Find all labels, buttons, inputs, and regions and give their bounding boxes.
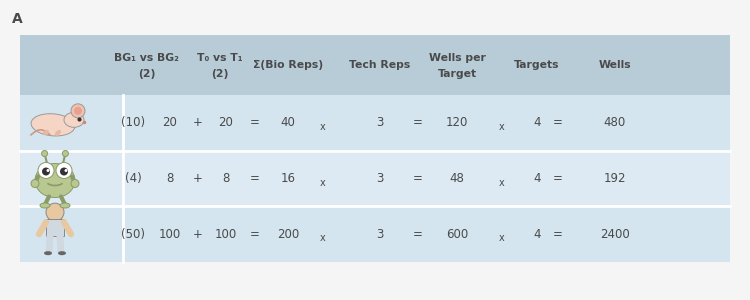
Text: 480: 480	[604, 116, 626, 129]
Circle shape	[46, 203, 64, 221]
Text: 192: 192	[604, 172, 626, 185]
Ellipse shape	[40, 203, 50, 208]
Circle shape	[71, 104, 85, 118]
Text: x: x	[320, 122, 326, 132]
Text: (10): (10)	[121, 116, 145, 129]
Ellipse shape	[44, 251, 52, 255]
Text: x: x	[500, 122, 505, 132]
Text: +: +	[193, 116, 203, 129]
Text: 20: 20	[163, 116, 178, 129]
Text: +: +	[193, 228, 203, 241]
Bar	[46, 219, 64, 236]
Text: (2): (2)	[138, 69, 155, 79]
Text: 4: 4	[533, 228, 541, 241]
Text: 40: 40	[280, 116, 296, 129]
Circle shape	[31, 179, 39, 188]
Text: x: x	[320, 178, 326, 188]
Text: Wells: Wells	[598, 60, 632, 70]
Text: x: x	[320, 233, 326, 243]
Text: x: x	[500, 178, 505, 188]
Text: =: =	[250, 228, 260, 241]
Circle shape	[71, 179, 79, 188]
Circle shape	[62, 151, 68, 157]
Text: =: =	[250, 172, 260, 185]
Circle shape	[46, 169, 50, 172]
Text: 600: 600	[446, 228, 468, 241]
Text: 8: 8	[222, 172, 230, 185]
Text: Target: Target	[437, 69, 476, 79]
Text: 48: 48	[449, 172, 464, 185]
Text: Wells per: Wells per	[428, 53, 485, 63]
Text: =: =	[413, 228, 423, 241]
Text: (2): (2)	[211, 69, 229, 79]
Bar	[20, 35, 730, 262]
Text: =: =	[413, 172, 423, 185]
Text: =: =	[250, 116, 260, 129]
Text: 3: 3	[376, 228, 384, 241]
Ellipse shape	[64, 112, 84, 127]
Circle shape	[38, 163, 54, 178]
Text: 16: 16	[280, 172, 296, 185]
Text: 4: 4	[533, 116, 541, 129]
Ellipse shape	[35, 164, 75, 197]
Bar	[20, 95, 730, 151]
Text: Tech Reps: Tech Reps	[350, 60, 411, 70]
Circle shape	[60, 167, 68, 175]
Text: (50): (50)	[121, 228, 145, 241]
Text: 100: 100	[159, 228, 182, 241]
Text: (4): (4)	[124, 172, 141, 185]
Text: 100: 100	[214, 228, 237, 241]
Text: 3: 3	[376, 172, 384, 185]
Text: 2400: 2400	[600, 228, 630, 241]
Circle shape	[74, 107, 82, 115]
Text: =: =	[553, 228, 563, 241]
Ellipse shape	[58, 251, 66, 255]
Text: 3: 3	[376, 116, 384, 129]
Text: +: +	[193, 172, 203, 185]
Bar	[20, 206, 730, 262]
Text: 8: 8	[166, 172, 174, 185]
Circle shape	[42, 167, 50, 175]
Ellipse shape	[31, 114, 75, 136]
Text: Σ(Bio Reps): Σ(Bio Reps)	[253, 60, 323, 70]
Text: x: x	[500, 233, 505, 243]
Text: 4: 4	[533, 172, 541, 185]
Text: =: =	[553, 172, 563, 185]
Text: =: =	[553, 116, 563, 129]
Text: BG₁ vs BG₂: BG₁ vs BG₂	[114, 53, 179, 63]
Text: A: A	[12, 12, 22, 26]
Text: T₀ vs T₁: T₀ vs T₁	[197, 53, 243, 63]
Text: 200: 200	[277, 228, 299, 241]
Circle shape	[64, 169, 68, 172]
Text: Targets: Targets	[514, 60, 560, 70]
Ellipse shape	[60, 203, 70, 208]
Bar	[20, 151, 730, 206]
Circle shape	[41, 151, 47, 157]
Bar	[20, 35, 730, 95]
Text: 120: 120	[446, 116, 468, 129]
Text: 20: 20	[218, 116, 233, 129]
Circle shape	[56, 163, 72, 178]
Text: =: =	[413, 116, 423, 129]
